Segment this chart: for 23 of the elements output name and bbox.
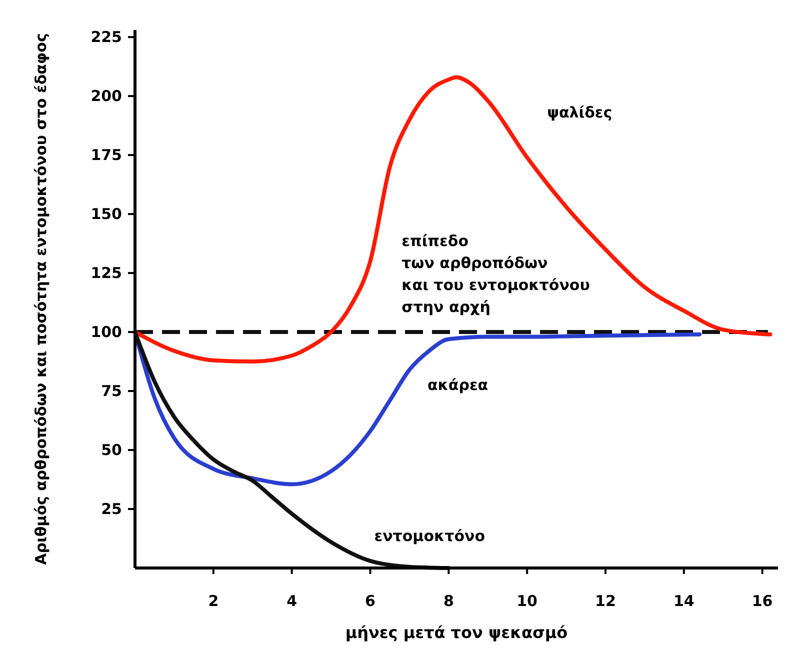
y-tick-label: 50 [101, 441, 122, 460]
y-tick-label: 25 [101, 500, 122, 518]
text: ψαλίδες [547, 103, 612, 122]
y-tick-label: 150 [90, 205, 122, 224]
x-tick-label: 6 [365, 592, 376, 610]
y-axis-title: Αριθμός αρθροπόδων και ποσότητα εντομοκτόνου στο έδαφος [32, 33, 50, 565]
x-tick-label: 2 [208, 592, 219, 610]
y-tick-label: 75 [101, 382, 122, 400]
x-tick-label: 14 [673, 592, 694, 610]
x-tick-label: 12 [595, 592, 616, 610]
ref-line-label: επίπεδο των αρθροπόδων και του εντομοκτόνου στην αρχή [402, 232, 590, 316]
x-tick-label: 16 [752, 592, 773, 610]
y-tick-label: 100 [90, 323, 122, 342]
x-tick-label: 8 [443, 592, 454, 610]
y-tick-label: 200 [90, 87, 122, 106]
x-tick-label: 4 [286, 592, 298, 610]
series-label: ακάρεα [427, 376, 488, 394]
x-axis-title: μήνες μετά τον ψεκασμό [345, 623, 568, 642]
y-tick-label: 125 [90, 264, 122, 282]
series-label: εντομοκτόνο [374, 526, 486, 545]
y-tick-label: 175 [90, 146, 122, 164]
y-tick-label: 225 [90, 28, 122, 46]
x-tick-label: 10 [516, 592, 538, 610]
